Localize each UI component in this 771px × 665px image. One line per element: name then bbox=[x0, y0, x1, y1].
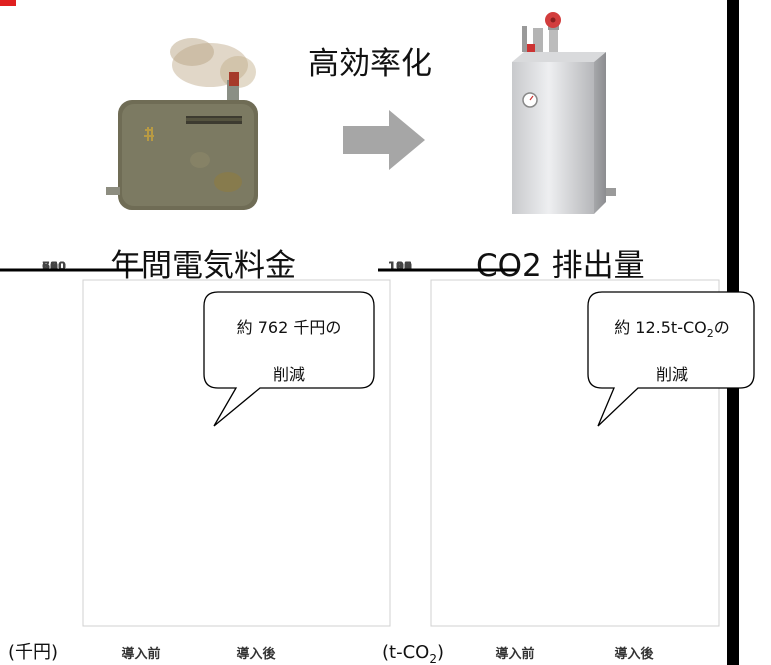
red-corner-mark bbox=[0, 0, 16, 6]
chart2-title: CO2 排出量 bbox=[476, 248, 645, 284]
chart2-category-label: 導入前 bbox=[495, 646, 534, 662]
chart2-callout-line1: 約 12.5t-CO2の bbox=[614, 318, 730, 340]
chart2-category-label: 導入後 bbox=[614, 646, 654, 662]
chart1-category-label: 導入後 bbox=[236, 646, 276, 662]
new-boiler-icon bbox=[512, 12, 616, 214]
chart1-callout-line1: 約 762 千円の bbox=[237, 318, 342, 337]
right-arrow-icon bbox=[343, 110, 425, 170]
old-smoking-boiler-icon bbox=[106, 38, 258, 210]
chart1-callout-bubble bbox=[203, 291, 375, 427]
chart1-title: 年間電気料金 bbox=[110, 248, 296, 284]
efficiency-heading: 高効率化 bbox=[308, 46, 432, 82]
chart2-callout-bubble bbox=[587, 291, 755, 427]
chart2-callout-line2: 削減 bbox=[656, 365, 688, 384]
chart1-unit-label: (千円) bbox=[8, 642, 58, 663]
chart2-unit-label: (t-CO2) bbox=[382, 642, 444, 665]
chart1-category-label: 導入前 bbox=[121, 646, 160, 662]
chart1-callout-line2: 削減 bbox=[273, 365, 305, 384]
